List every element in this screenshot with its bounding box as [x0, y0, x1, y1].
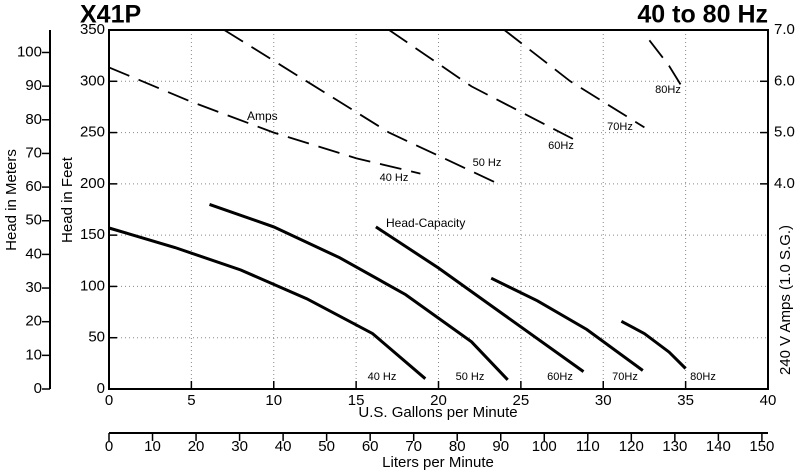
lpm-tick-label: 100 [532, 438, 557, 455]
meters-tick-label: 90 [25, 77, 42, 94]
x-tick-label: 35 [677, 392, 694, 409]
series-label: 70Hz [612, 371, 638, 383]
meters-tick-label: 50 [25, 212, 42, 229]
lpm-axis-title: Liters per Minute [382, 454, 494, 471]
series-label: 80Hz [655, 84, 681, 96]
y-tick-label: 50 [88, 329, 105, 346]
series-label: 60Hz [547, 371, 573, 383]
head-curve [209, 202, 509, 381]
lpm-tick-label: 50 [318, 438, 335, 455]
lpm-tick-label: 10 [144, 438, 161, 455]
y2-tick-label: 4.0 [774, 175, 795, 192]
lpm-tick-label: 110 [576, 438, 600, 455]
series-label: 50 Hz [473, 157, 502, 169]
amps-curve [223, 29, 504, 187]
y-tick-label: 350 [80, 21, 105, 38]
y2-tick-label: 6.0 [774, 72, 795, 89]
lpm-tick-label: 80 [449, 438, 466, 455]
lpm-tick-label: 130 [662, 438, 687, 455]
amps-curve [388, 29, 579, 143]
y-tick-label: 300 [80, 72, 105, 89]
chart-title: X41P [80, 1, 141, 29]
y-tick-label: 0 [97, 380, 105, 397]
meters-tick-label: 0 [34, 380, 42, 397]
x-tick-label: 25 [513, 392, 530, 409]
lpm-tick-label: 0 [105, 438, 113, 455]
chart-subtitle: 40 to 80 Hz [637, 1, 768, 29]
lpm-tick-label: 70 [405, 438, 422, 455]
meters-tick-label: 10 [25, 346, 42, 363]
series-label: 80Hz [690, 371, 716, 383]
lpm-tick-label: 120 [619, 438, 644, 455]
head-curve [620, 319, 687, 370]
meters-tick-label: 60 [25, 178, 42, 195]
x-tick-label: 40 [760, 392, 777, 409]
meters-tick-label: 100 [17, 43, 42, 60]
head-curve [375, 225, 585, 373]
y2-tick-label: 5.0 [774, 124, 795, 141]
x-axis-title: U.S. Gallons per Minute [358, 404, 517, 421]
x-tick-label: 30 [595, 392, 612, 409]
meters-axis-title: Head in Meters [3, 149, 20, 251]
meters-tick-label: 70 [25, 144, 42, 161]
plot-frame [108, 29, 769, 390]
lpm-tick-label: 20 [188, 438, 205, 455]
meters-tick-label: 80 [25, 111, 42, 128]
lpm-tick-label: 30 [231, 438, 248, 455]
y-axis-title: Head in Feet [59, 156, 76, 243]
head-curve [108, 226, 427, 380]
head-curve [490, 276, 644, 372]
amps-curve [108, 66, 421, 175]
series-label: 40 Hz [380, 172, 409, 184]
series-label: 60Hz [548, 140, 574, 152]
y-tick-label: 100 [80, 277, 105, 294]
lpm-tick-label: 150 [749, 438, 774, 455]
series-label: 40 Hz [368, 371, 397, 383]
amps-curve [648, 39, 687, 94]
y2-axis-title: 240 V Amps (1.0 S.G.) [777, 225, 794, 375]
y-tick-label: 250 [80, 124, 105, 141]
meters-tick-label: 20 [25, 313, 42, 330]
lpm-tick-label: 90 [492, 438, 509, 455]
lpm-tick-label: 140 [706, 438, 731, 455]
x-tick-label: 5 [187, 392, 195, 409]
amps-curve [503, 29, 645, 129]
x-tick-label: 15 [348, 392, 365, 409]
y2-tick-label: 7.0 [774, 21, 795, 38]
meters-tick-label: 40 [25, 245, 42, 262]
annotation: Head-Capacity [386, 216, 465, 230]
series-label: 50 Hz [456, 371, 485, 383]
y-tick-label: 200 [80, 175, 105, 192]
lpm-tick-label: 60 [362, 438, 379, 455]
y-tick-label: 150 [80, 226, 105, 243]
meters-tick-label: 30 [25, 279, 42, 296]
annotation: Amps [247, 109, 278, 123]
x-tick-label: 0 [105, 392, 113, 409]
series-label: 70Hz [607, 121, 633, 133]
x-tick-label: 10 [265, 392, 282, 409]
x-tick-label: 20 [430, 392, 447, 409]
lpm-tick-label: 40 [275, 438, 292, 455]
